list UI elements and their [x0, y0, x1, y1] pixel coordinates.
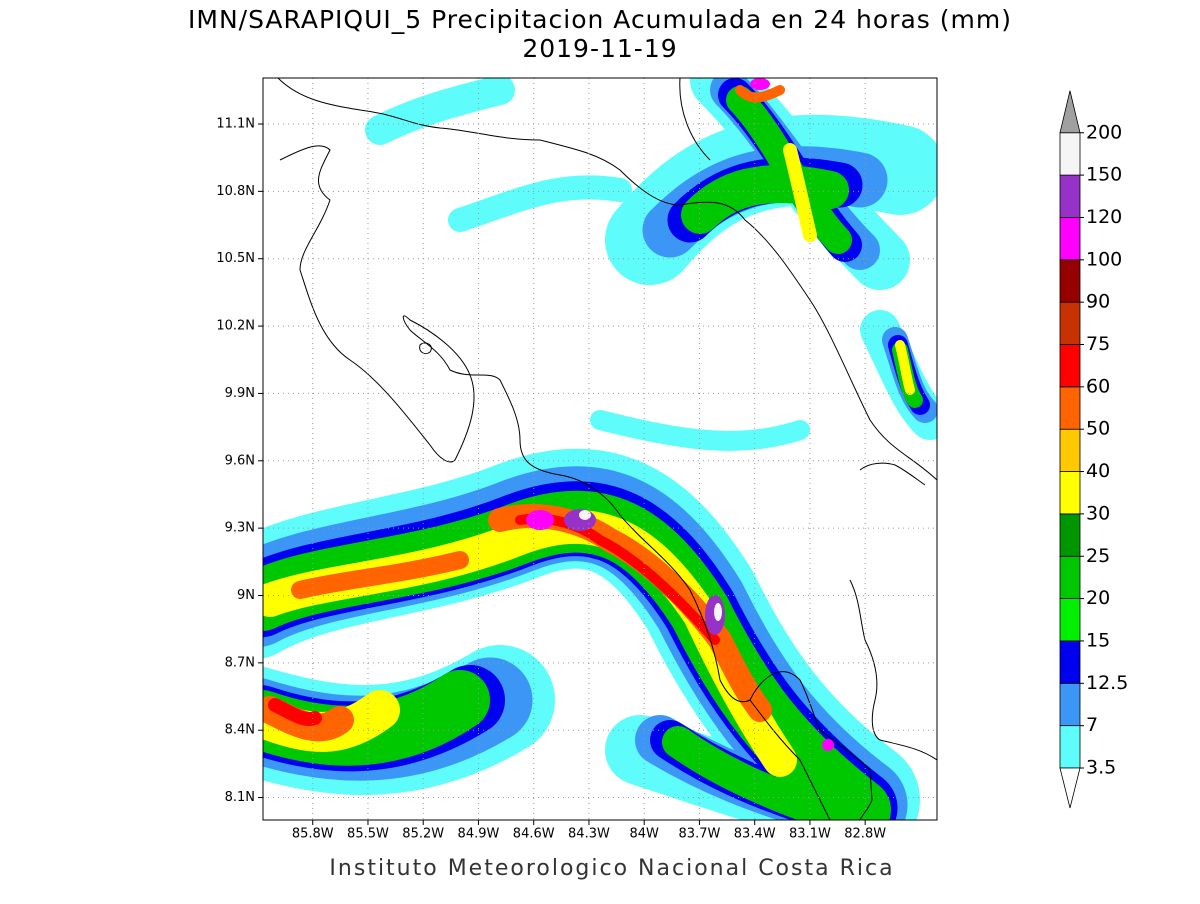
field-core — [822, 739, 834, 751]
colorbar-box — [1059, 259, 1081, 303]
colorbar-label: 60 — [1086, 375, 1110, 397]
x-tick-label: 83.1W — [789, 827, 831, 842]
colorbar-label: 3.5 — [1086, 757, 1116, 779]
field-core — [526, 510, 554, 530]
field-core — [579, 510, 591, 520]
x-tick-label: 83.4W — [734, 827, 776, 842]
colorbar-box — [1059, 725, 1081, 769]
title: IMN/SARAPIQUI_5 Precipitacion Acumulada … — [188, 5, 1012, 34]
map-frame — [262, 77, 938, 821]
y-tick-label: 8.7N — [225, 655, 255, 670]
x-tick-label: 84.6W — [513, 827, 555, 842]
y-tick-label: 9.9N — [225, 386, 255, 401]
x-tick-label: 85.2W — [402, 827, 444, 842]
colorbar-box — [1059, 386, 1081, 430]
y-tick-label: 9N — [237, 588, 255, 603]
y-tick-label: 9.3N — [225, 521, 255, 536]
colorbar-label: 30 — [1086, 502, 1110, 524]
colorbar: 3.5 7 12.5 15 20 25 30 40 50 60 75 90 100 120 150 200 — [1059, 90, 1128, 809]
colorbar-label: 12.5 — [1086, 672, 1128, 694]
field-core — [750, 78, 770, 90]
colorbar-box — [1059, 640, 1081, 684]
colorbar-label: 75 — [1086, 333, 1110, 355]
y-tick-label: 10.5N — [216, 251, 255, 266]
colorbar-label: 40 — [1086, 460, 1110, 482]
x-tick-label: 85.8W — [292, 827, 334, 842]
colorbar-label: 20 — [1086, 587, 1110, 609]
colorbar-label: 7 — [1086, 714, 1098, 736]
footer: Instituto Meteorologico Nacional Costa R… — [329, 856, 894, 881]
colorbar-label: 150 — [1086, 164, 1122, 186]
colorbar-label: 100 — [1086, 248, 1122, 270]
y-tick-label: 10.8N — [216, 184, 255, 199]
field-core — [714, 603, 722, 621]
colorbar-label: 120 — [1086, 206, 1122, 228]
x-tick-label: 84.3W — [568, 827, 610, 842]
grid — [263, 78, 937, 820]
colorbar-box — [1059, 428, 1081, 472]
colorbar-box — [1059, 344, 1081, 388]
y-tick-label: 11.1N — [216, 117, 255, 132]
colorbar-label: 90 — [1086, 291, 1110, 313]
y-tick-label: 9.6N — [225, 453, 255, 468]
precipitation-field — [263, 78, 937, 820]
colorbar-label: 50 — [1086, 418, 1110, 440]
colorbar-over — [1059, 90, 1081, 134]
colorbar-box — [1059, 555, 1081, 599]
x-tick-label: 84W — [629, 827, 659, 842]
colorbar-label: 200 — [1086, 121, 1122, 143]
colorbar-label: 25 — [1086, 545, 1110, 567]
x-tick-label: 85.5W — [347, 827, 389, 842]
subtitle: 2019-11-19 — [522, 34, 677, 63]
x-tick-label: 82.8W — [844, 827, 886, 842]
colorbar-box — [1059, 513, 1081, 557]
colorbar-label: 15 — [1086, 629, 1110, 651]
colorbar-box — [1059, 471, 1081, 515]
x-tick-label: 84.9W — [458, 827, 500, 842]
colorbar-box — [1059, 174, 1081, 218]
x-tick-label: 83.7W — [679, 827, 721, 842]
y-tick-label: 8.1N — [225, 790, 255, 805]
y-tick-label: 10.2N — [216, 319, 255, 334]
axis-ticks: 85.8W 85.5W 85.2W 84.9W 84.6W 84.3W 84W 83.7W 83… — [216, 117, 886, 842]
colorbar-box — [1059, 682, 1081, 727]
colorbar-box — [1059, 301, 1081, 345]
colorbar-box — [1059, 217, 1081, 261]
y-tick-label: 8.4N — [225, 723, 255, 738]
coastline — [277, 78, 937, 820]
colorbar-box — [1059, 598, 1081, 642]
colorbar-box — [1059, 132, 1081, 176]
colorbar-under — [1059, 767, 1081, 809]
